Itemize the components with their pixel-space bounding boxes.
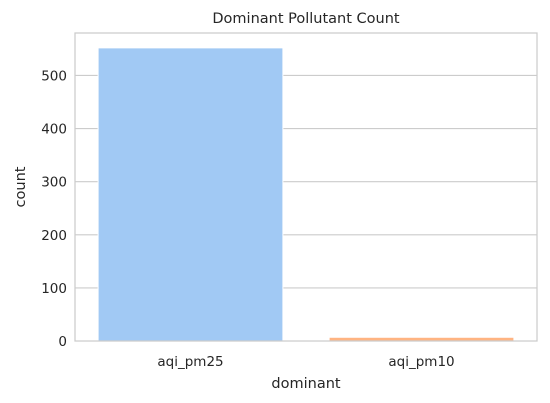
x-axis-label: dominant [271, 376, 340, 392]
y-tick-label: 500 [41, 68, 67, 84]
x-tick-label: aqi_pm10 [388, 354, 454, 370]
bars [97, 47, 515, 342]
y-tick-label: 0 [58, 334, 67, 350]
x-tick-labels: aqi_pm25 aqi_pm10 [157, 354, 454, 370]
chart-title: Dominant Pollutant Count [212, 11, 400, 27]
plot-frame [74, 32, 538, 342]
y-tick-label: 100 [41, 281, 67, 297]
bar-aqi_pm25 [97, 47, 284, 342]
y-tick-label: 400 [41, 122, 67, 138]
x-tick-label: aqi_pm25 [157, 354, 223, 370]
y-tick-labels: 0 100 200 300 400 500 [41, 68, 67, 350]
y-tick-label: 300 [41, 175, 67, 191]
y-axis-label: count [13, 166, 29, 207]
y-tick-label: 200 [41, 228, 67, 244]
